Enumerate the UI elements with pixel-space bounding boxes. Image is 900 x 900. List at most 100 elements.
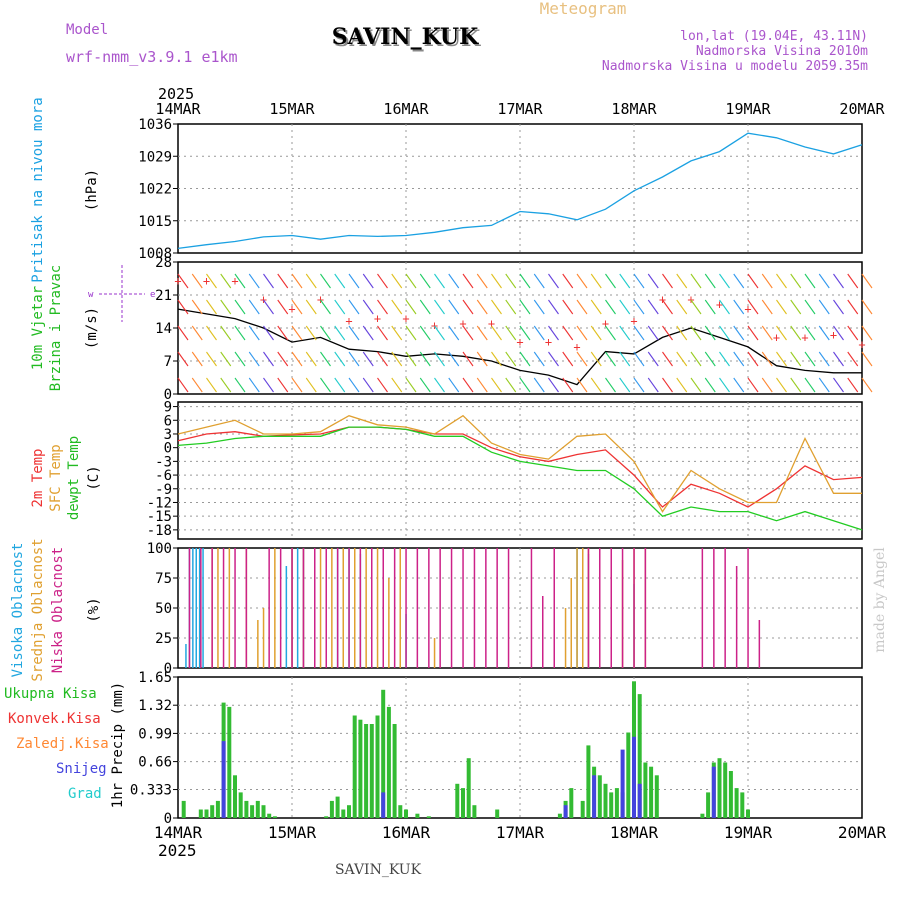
wind-barb <box>391 325 403 341</box>
wind-barb <box>548 273 559 289</box>
wind-barb <box>761 351 773 367</box>
wind-barb <box>291 325 303 341</box>
wind-barb <box>719 325 730 341</box>
y-tick-label: 3 <box>164 427 172 443</box>
wind-barb <box>690 377 702 393</box>
y-tick-label: 0 <box>164 387 172 403</box>
wind-barb <box>191 377 203 393</box>
wind-barb <box>362 377 374 393</box>
wind-barb <box>277 351 289 367</box>
y-tick-label: 14 <box>155 321 172 337</box>
y-tick-label: 9 <box>164 400 172 416</box>
bottom-tick-label: 19MAR <box>724 823 773 842</box>
wind-barb <box>505 377 517 393</box>
y-tick-label: 1.65 <box>138 670 172 686</box>
visoka-oblacnost-bar <box>202 548 204 668</box>
wind-barb <box>405 299 417 315</box>
y-tick-label: -15 <box>147 509 172 525</box>
wind-barb <box>833 273 844 289</box>
y-tick-label: 1029 <box>138 149 172 165</box>
wind-barb <box>633 299 645 315</box>
srednja-oblacnost-bar <box>354 548 356 668</box>
wind-barb <box>291 299 303 315</box>
wind-barb <box>662 351 673 367</box>
wind-barb <box>434 273 445 289</box>
wind-compass-icon: w e <box>88 265 155 322</box>
wind-barb <box>505 351 517 367</box>
y-tick-label: 0 <box>164 441 172 457</box>
wind-barb <box>519 351 531 367</box>
wind-barb <box>776 299 787 315</box>
wind-direction-marker: + <box>545 335 552 349</box>
wind-barb <box>847 299 859 315</box>
ukupna-kisa-bar <box>654 775 659 818</box>
wind-barb <box>704 377 716 393</box>
srednja-oblacnost-bar <box>365 548 367 668</box>
wind-barb <box>434 325 445 341</box>
wind-direction-marker: + <box>402 312 409 326</box>
wind-barb <box>206 299 217 315</box>
snijeg-bar <box>563 805 568 818</box>
wind-barb <box>419 377 431 393</box>
wind-barb <box>818 273 830 289</box>
ukupna-kisa-bar <box>255 800 260 818</box>
wind-barb <box>434 299 445 315</box>
year-top: 2025 <box>158 85 194 103</box>
wind-barb <box>533 273 545 289</box>
wind-barb <box>519 273 531 289</box>
niska-oblacnost-bar <box>348 548 350 668</box>
wind-barb <box>818 377 830 393</box>
wind-barb <box>562 377 574 393</box>
ukupna-kisa-bar <box>227 706 232 818</box>
wind-barb <box>747 377 759 393</box>
wind-barb <box>619 351 631 367</box>
y-tick-label: 7 <box>164 354 172 370</box>
niska-oblacnost-bar <box>188 548 191 668</box>
y-tick-label: 25 <box>155 631 172 647</box>
niska-oblacnost-bar <box>245 548 248 668</box>
niska-oblacnost-bar <box>268 548 270 668</box>
wind-barb <box>533 299 545 315</box>
wind-barb <box>861 351 873 367</box>
ukupna-kisa-bar <box>335 796 340 818</box>
wind-direction-marker: + <box>174 274 181 288</box>
wind-barb <box>334 325 346 341</box>
ukupna-kisa-bar <box>706 792 711 818</box>
wind-barb <box>291 377 303 393</box>
wind-barb <box>548 377 559 393</box>
niska-oblacnost-bar <box>393 548 396 668</box>
wind-barb <box>647 377 659 393</box>
snijeg-bar <box>711 766 716 818</box>
wind-barb <box>562 325 574 341</box>
wind-barb <box>291 351 303 367</box>
wind-barb <box>761 273 773 289</box>
wind-barb <box>248 351 260 367</box>
wind-barb <box>448 351 460 367</box>
y-tick-label: 1036 <box>138 117 172 133</box>
wind-barb <box>719 351 730 367</box>
ukupna-kisa-bar <box>352 715 357 818</box>
ukupna-kisa-bar <box>455 783 460 818</box>
niska-oblacnost-bar <box>587 548 590 668</box>
wind-barb <box>747 299 759 315</box>
wind-direction-marker: + <box>374 312 381 326</box>
wind-barb <box>747 325 759 341</box>
wind-barb <box>548 299 559 315</box>
wind-barb <box>747 351 759 367</box>
wind-direction-marker: + <box>630 314 637 328</box>
ukupna-kisa-bar <box>398 805 403 818</box>
snijeg-bar <box>632 736 636 818</box>
ukupna-kisa-bar <box>261 805 266 818</box>
top-tick-label: 19MAR <box>725 100 771 118</box>
wind-barb <box>191 299 203 315</box>
temperature-frame <box>177 401 863 540</box>
wind-barb <box>719 273 730 289</box>
wind-barb <box>248 299 260 315</box>
wind-barb <box>419 299 431 315</box>
wind-barb <box>733 299 745 315</box>
wind-barb <box>562 299 574 315</box>
wind-direction-marker: + <box>203 274 210 288</box>
wind-barb <box>818 351 830 367</box>
srednja-oblacnost-bar <box>582 548 584 668</box>
